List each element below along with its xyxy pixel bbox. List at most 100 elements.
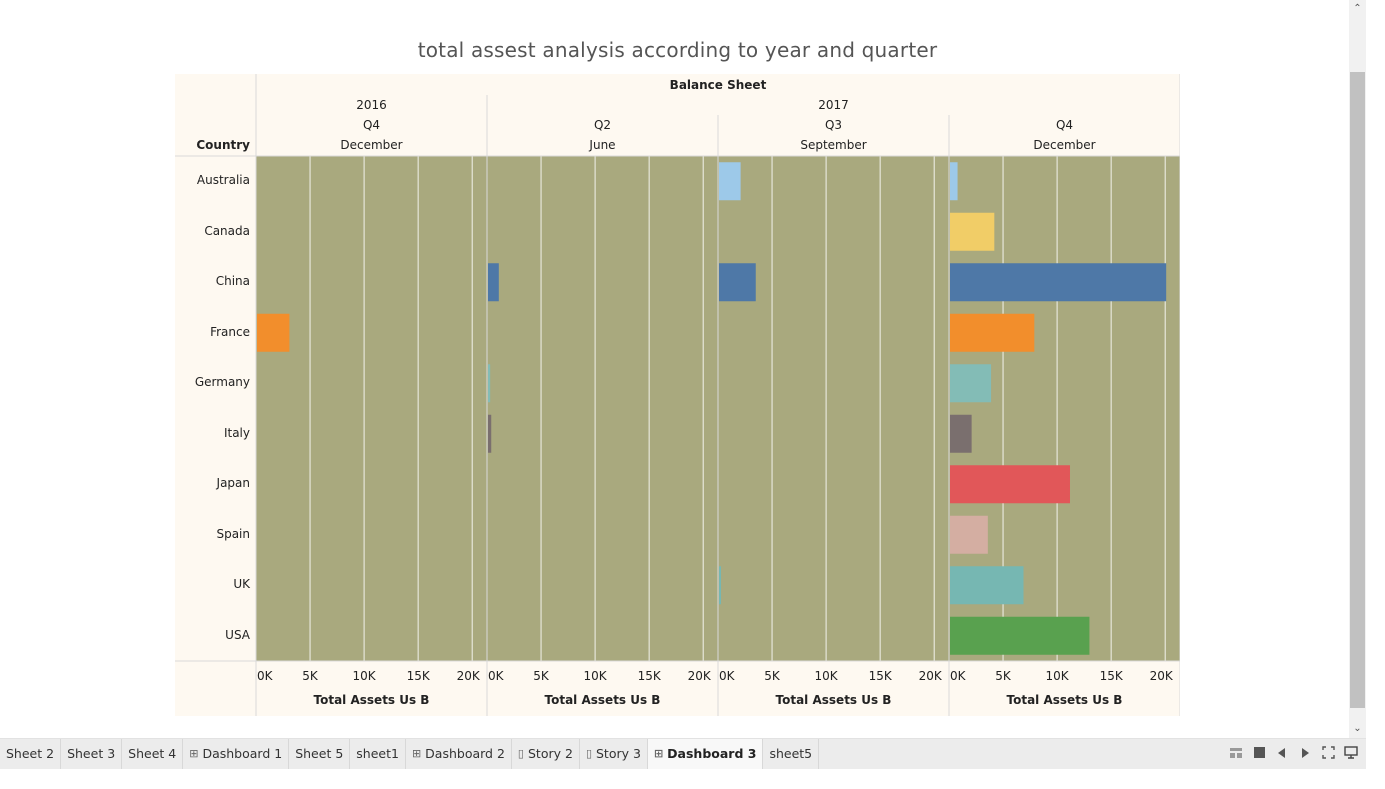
x-tick-label: 5K: [995, 669, 1011, 683]
x-tick-label: 10K: [814, 669, 838, 683]
tab-dashboard-2[interactable]: ⊞ Dashboard 2: [406, 739, 512, 769]
tab-label: Sheet 5: [295, 746, 344, 761]
x-tick-label: 10K: [352, 669, 376, 683]
tab-sheet5[interactable]: sheet5: [763, 739, 820, 769]
scroll-down-icon[interactable]: ⌄: [1353, 723, 1362, 734]
row-label-japan: Japan: [216, 476, 250, 491]
show-tabs-icon[interactable]: [1252, 747, 1266, 761]
tab-story-3[interactable]: ▯ Story 3: [580, 739, 648, 769]
fullscreen-icon[interactable]: [1321, 746, 1335, 762]
row-label-china: China: [215, 274, 250, 289]
x-tick-label: 15K: [868, 669, 892, 683]
x-axis-title: Total Assets Us B: [1006, 693, 1123, 707]
tab-dashboard-3[interactable]: ⊞ Dashboard 3: [647, 739, 764, 769]
tab-label: Dashboard 2: [425, 746, 505, 761]
bar-china-panel-2[interactable]: [488, 263, 499, 302]
quarter-label: Q2: [593, 118, 612, 132]
bar-france-panel-4[interactable]: [950, 313, 1035, 352]
row-label-uk: UK: [233, 577, 250, 592]
bar-australia-panel-3[interactable]: [719, 162, 741, 201]
bar-canada-panel-4[interactable]: [950, 212, 995, 251]
header-title: Balance Sheet: [669, 78, 767, 92]
x-tick-label: 15K: [637, 669, 661, 683]
tab-label: Sheet 4: [128, 746, 177, 761]
x-tick-label: 20K: [918, 669, 942, 683]
year-label-2016: 2016: [356, 98, 387, 112]
row-label-australia: Australia: [196, 173, 250, 188]
bar-germany-panel-2[interactable]: [488, 364, 491, 403]
year-label-2017: 2017: [818, 98, 849, 112]
bar-japan-panel-4[interactable]: [950, 465, 1070, 504]
x-tick-label: 0K: [257, 669, 273, 683]
tab-label: Dashboard 3: [667, 746, 757, 761]
x-tick-label: 0K: [950, 669, 966, 683]
tab-sheet1[interactable]: sheet1: [350, 739, 406, 769]
dashboard-icon: ⊞: [411, 747, 422, 760]
tab-story-2[interactable]: ▯ Story 2: [512, 739, 580, 769]
row-header-country: Country: [196, 138, 250, 152]
tab-dashboard-1[interactable]: ⊞ Dashboard 1: [183, 739, 290, 769]
tab-sheet-5[interactable]: Sheet 5: [289, 739, 351, 769]
x-tick-label: 20K: [1149, 669, 1173, 683]
quarter-label: Q4: [362, 118, 381, 132]
dashboard-icon: ⊞: [653, 747, 664, 760]
x-tick-label: 0K: [488, 669, 504, 683]
x-tick-label: 15K: [1099, 669, 1123, 683]
bar-usa-panel-4[interactable]: [950, 616, 1090, 655]
x-tick-label: 10K: [1045, 669, 1069, 683]
quarter-label: Q3: [824, 118, 843, 132]
x-tick-label: 0K: [719, 669, 735, 683]
tab-label: sheet1: [356, 746, 399, 761]
tab-label: sheet5: [769, 746, 813, 761]
month-label: December: [340, 138, 403, 152]
x-tick-label: 20K: [687, 669, 711, 683]
bar-italy-panel-2[interactable]: [488, 414, 492, 453]
bar-uk-panel-4[interactable]: [950, 566, 1024, 605]
dashboard-icon: ⊞: [189, 747, 199, 760]
quarter-label: Q4: [1055, 118, 1074, 132]
bar-uk-panel-3[interactable]: [719, 566, 721, 605]
scroll-up-icon[interactable]: ⌃: [1353, 3, 1362, 14]
row-label-canada: Canada: [204, 223, 250, 238]
row-label-usa: USA: [225, 627, 250, 642]
x-tick-label: 5K: [302, 669, 318, 683]
x-tick-label: 10K: [583, 669, 607, 683]
month-label: June: [589, 138, 616, 152]
row-label-france: France: [210, 324, 250, 339]
row-label-germany: Germany: [194, 375, 250, 390]
tab-sheet-4[interactable]: Sheet 4: [122, 739, 184, 769]
tab-label: Story 3: [596, 746, 641, 761]
scroll-thumb[interactable]: [1350, 72, 1365, 708]
chart-area[interactable]: Balance Sheet 2016 2017 Q4 December Q2 June Q3 S…: [175, 74, 1180, 716]
month-label: September: [800, 138, 867, 152]
x-tick-label: 5K: [533, 669, 549, 683]
x-axis-title: Total Assets Us B: [775, 693, 892, 707]
previous-icon[interactable]: [1275, 747, 1289, 761]
tab-label: Sheet 3: [67, 746, 116, 761]
bar-spain-panel-4[interactable]: [950, 515, 988, 554]
tab-sheet-3[interactable]: Sheet 3: [61, 739, 123, 769]
bar-china-panel-3[interactable]: [719, 263, 756, 302]
presentation-icon[interactable]: [1344, 746, 1358, 762]
show-filmstrip-icon[interactable]: [1229, 747, 1243, 761]
next-icon[interactable]: [1298, 747, 1312, 761]
x-axis-title: Total Assets Us B: [313, 693, 430, 707]
row-label-italy: Italy: [223, 425, 250, 440]
vertical-scrollbar[interactable]: ⌃ ⌄: [1349, 0, 1366, 738]
bar-australia-panel-4[interactable]: [950, 162, 958, 201]
month-label: December: [1033, 138, 1096, 152]
tab-label: Sheet 2: [6, 746, 55, 761]
tab-controls: [1229, 739, 1358, 769]
tab-sheet-2[interactable]: Sheet 2: [0, 739, 62, 769]
row-label-spain: Spain: [216, 526, 250, 541]
x-tick-label: 15K: [406, 669, 430, 683]
tab-label: Story 2: [527, 746, 573, 761]
story-icon: ▯: [585, 747, 592, 760]
x-axis-title: Total Assets Us B: [544, 693, 661, 707]
bar-germany-panel-4[interactable]: [950, 364, 992, 403]
bar-china-panel-4[interactable]: [950, 263, 1167, 302]
tab-label: Dashboard 1: [202, 746, 283, 761]
bar-italy-panel-4[interactable]: [950, 414, 972, 453]
bar-france-panel-1[interactable]: [257, 313, 290, 352]
chart-title: total assest analysis according to year …: [417, 38, 938, 62]
